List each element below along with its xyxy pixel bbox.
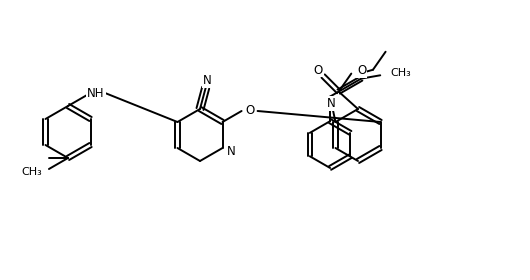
Text: O: O [314, 64, 323, 76]
Text: N: N [326, 97, 335, 110]
Text: CH₃: CH₃ [390, 68, 411, 78]
Text: NH: NH [87, 87, 105, 99]
Text: N: N [226, 144, 235, 158]
Text: CH₃: CH₃ [21, 167, 42, 177]
Text: O: O [357, 64, 367, 77]
Text: O: O [245, 104, 254, 116]
Text: N: N [204, 74, 212, 87]
